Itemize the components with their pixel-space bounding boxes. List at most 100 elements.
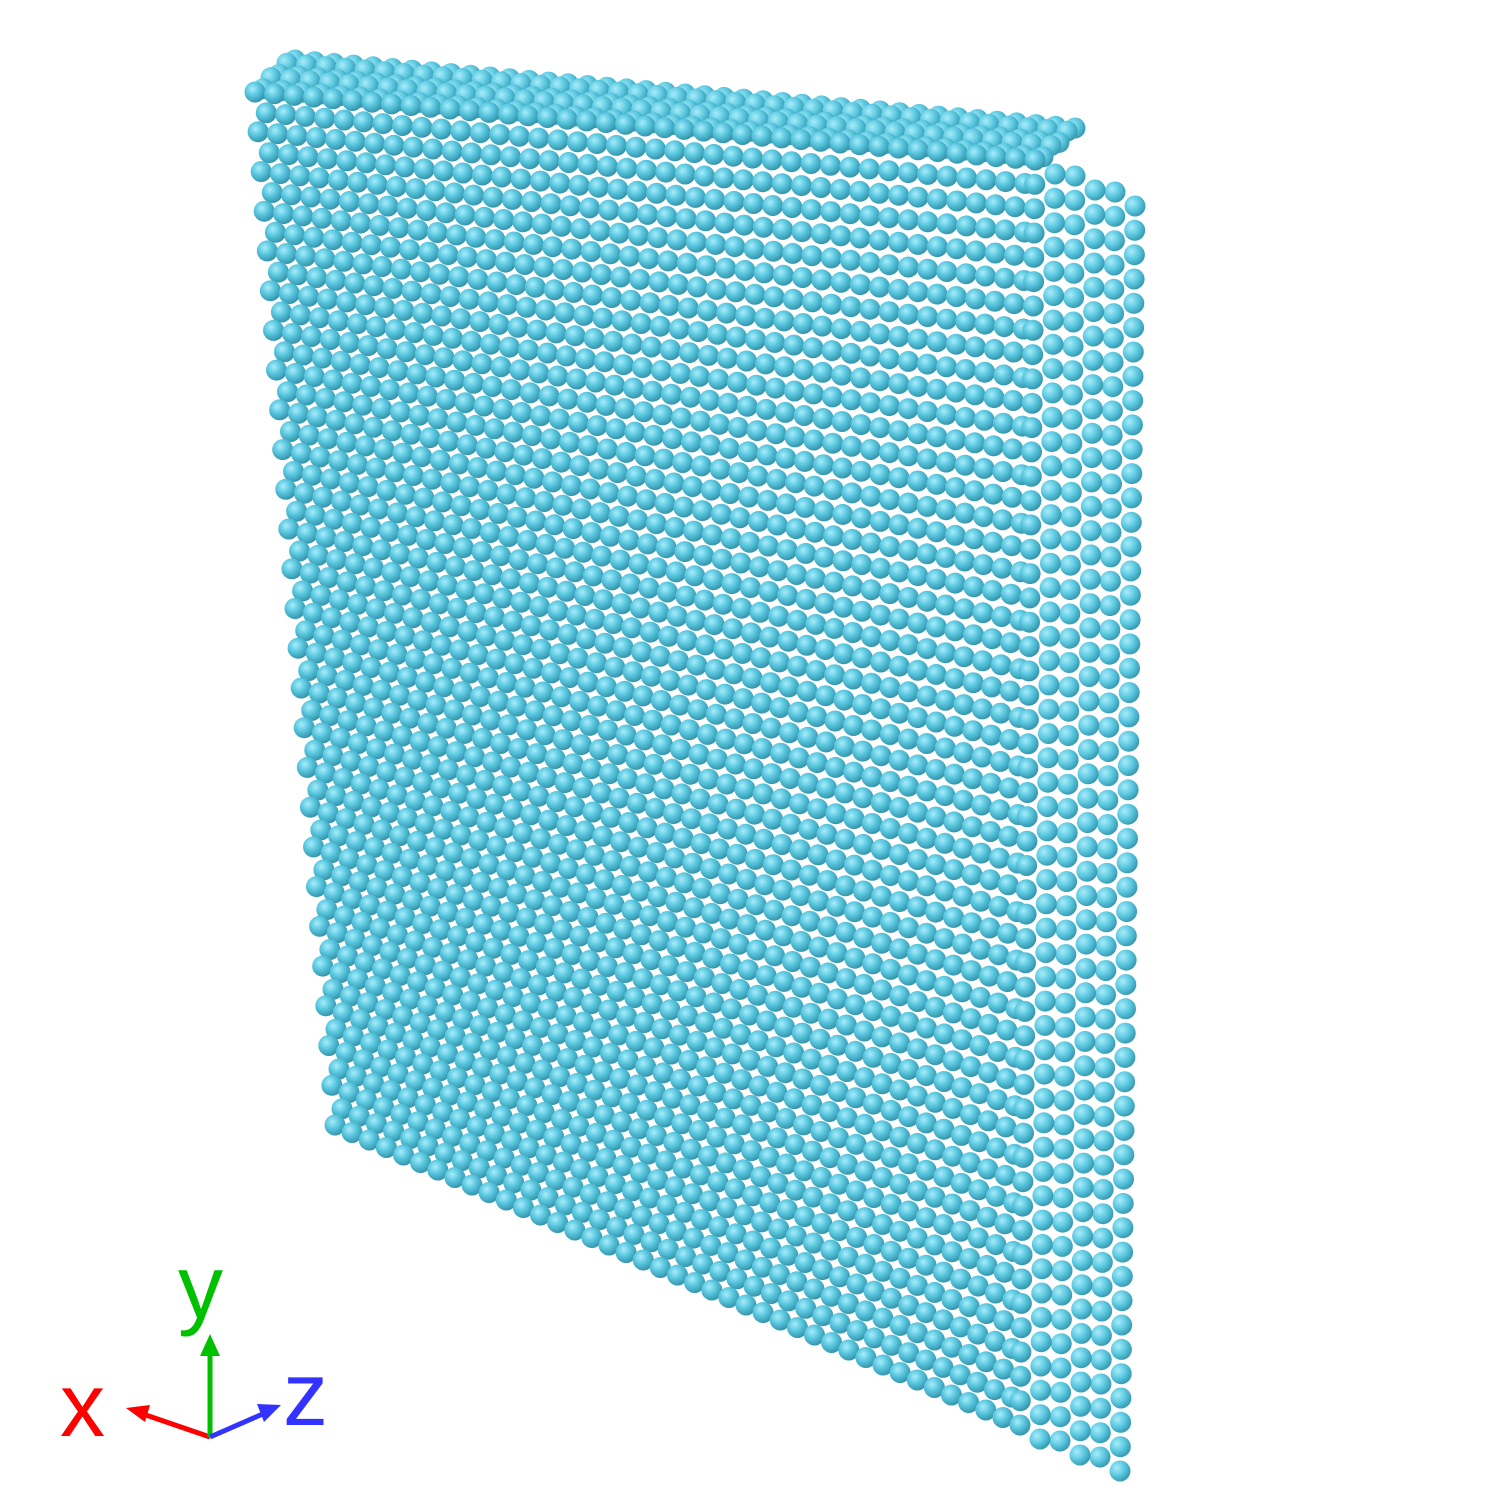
- atom: [354, 435, 376, 457]
- atom: [859, 392, 881, 414]
- atom: [1081, 422, 1103, 444]
- atom: [1029, 1428, 1051, 1450]
- atom: [1051, 1260, 1073, 1282]
- atom: [353, 111, 374, 133]
- atom: [888, 231, 910, 253]
- atom: [520, 1179, 542, 1201]
- atom: [323, 882, 345, 904]
- atom: [278, 144, 300, 166]
- atom: [961, 864, 983, 886]
- atom: [333, 250, 355, 272]
- atom: [510, 968, 532, 990]
- atom: [538, 385, 560, 407]
- atom: [809, 1028, 831, 1050]
- atom: [1070, 1347, 1092, 1369]
- atom: [772, 218, 794, 240]
- atom: [1098, 668, 1120, 689]
- atom: [1041, 406, 1063, 428]
- atom: [486, 271, 508, 293]
- atom: [1117, 779, 1139, 801]
- atom: [374, 297, 396, 318]
- atom: [787, 701, 809, 723]
- atom: [665, 561, 687, 583]
- atom: [494, 441, 516, 463]
- atom: [295, 245, 317, 267]
- atom: [662, 803, 684, 825]
- atom: [653, 1106, 675, 1128]
- atom: [1113, 1144, 1135, 1166]
- atom: [684, 186, 706, 208]
- atom: [936, 261, 958, 282]
- atom: [453, 722, 475, 744]
- atom: [942, 1145, 964, 1167]
- atom: [435, 389, 457, 410]
- atom: [429, 1060, 451, 1082]
- atom: [1021, 441, 1042, 463]
- atom: [775, 1107, 797, 1129]
- atom: [595, 676, 617, 698]
- atom: [796, 634, 818, 656]
- atom: [409, 872, 431, 893]
- atom: [539, 1041, 561, 1063]
- atom: [355, 152, 377, 174]
- atom: [590, 264, 612, 285]
- atom: [500, 943, 522, 965]
- atom: [719, 483, 741, 504]
- atom: [852, 740, 874, 762]
- atom: [417, 712, 439, 734]
- atom: [672, 452, 694, 473]
- atom: [677, 297, 699, 319]
- atom: [992, 509, 1013, 531]
- atom: [711, 973, 733, 994]
- atom: [677, 1005, 699, 1027]
- atom: [725, 798, 747, 820]
- atom: [798, 818, 820, 840]
- atom: [916, 780, 938, 802]
- atom: [791, 1022, 813, 1044]
- atom: [627, 1074, 648, 1096]
- atom: [620, 1136, 642, 1158]
- atom: [355, 715, 377, 737]
- atom: [573, 304, 595, 326]
- atom: [324, 647, 345, 669]
- atom: [397, 947, 418, 969]
- atom: [743, 238, 765, 260]
- atom: [658, 955, 680, 977]
- atom: [376, 479, 398, 501]
- atom: [1119, 633, 1141, 655]
- atom: [898, 1106, 920, 1128]
- atom: [671, 407, 692, 429]
- atom: [946, 238, 968, 260]
- atom: [824, 664, 846, 686]
- atom: [454, 1050, 476, 1071]
- atom: [799, 910, 821, 932]
- atom: [926, 283, 948, 305]
- atom: [666, 936, 688, 957]
- atom: [916, 401, 938, 422]
- atom: [723, 663, 745, 685]
- atom: [1109, 1460, 1131, 1482]
- atom: [725, 1223, 747, 1245]
- atom: [972, 602, 994, 624]
- atom: [945, 333, 967, 355]
- atom: [358, 755, 380, 777]
- atom: [450, 308, 472, 330]
- z-axis-arrowhead: [257, 1404, 281, 1422]
- atom: [821, 340, 843, 362]
- atom: [520, 615, 542, 637]
- atom: [888, 137, 909, 159]
- atom: [772, 879, 794, 901]
- atom: [1040, 528, 1062, 550]
- atom: [409, 261, 431, 283]
- atom: [247, 121, 269, 143]
- atom: [529, 596, 550, 617]
- atom: [478, 101, 500, 123]
- atom: [673, 118, 695, 140]
- atom: [837, 1246, 859, 1268]
- atom: [740, 1094, 762, 1116]
- atom: [761, 763, 783, 785]
- atom: [924, 1139, 946, 1161]
- atom: [674, 541, 696, 563]
- atom: [888, 655, 910, 677]
